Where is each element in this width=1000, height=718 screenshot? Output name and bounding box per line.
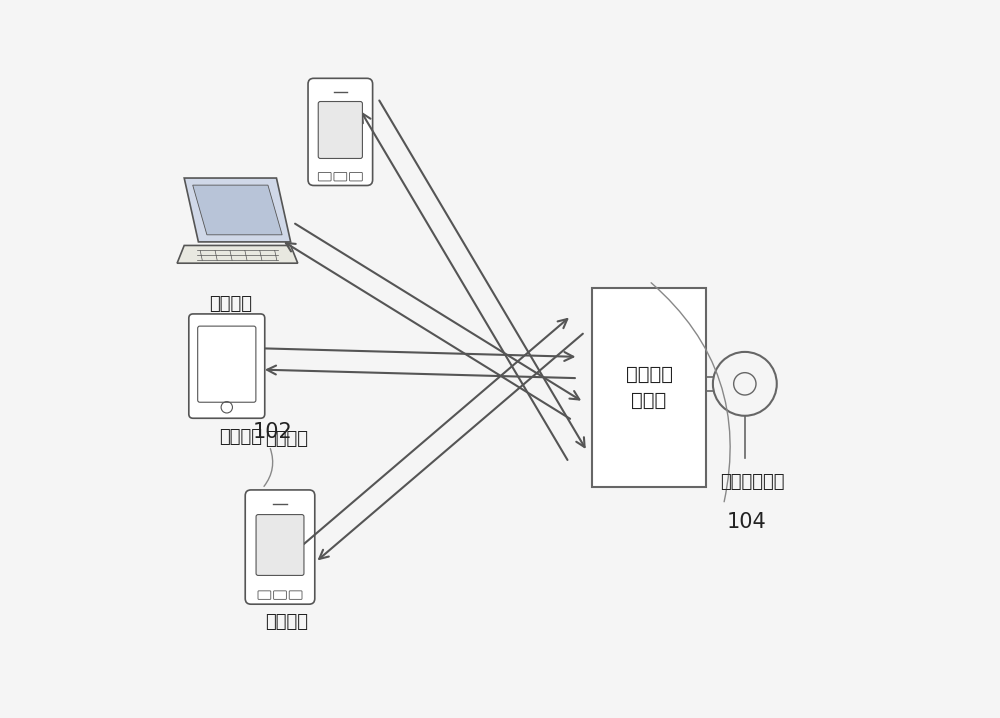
FancyBboxPatch shape — [245, 490, 315, 604]
FancyBboxPatch shape — [334, 172, 347, 181]
FancyBboxPatch shape — [318, 172, 331, 181]
FancyBboxPatch shape — [189, 314, 265, 419]
Polygon shape — [177, 246, 298, 264]
FancyBboxPatch shape — [198, 326, 256, 402]
FancyBboxPatch shape — [308, 78, 373, 185]
Text: 用户终端: 用户终端 — [209, 295, 252, 313]
Text: 用户终端: 用户终端 — [266, 429, 309, 448]
Text: 102: 102 — [253, 422, 293, 442]
FancyBboxPatch shape — [289, 591, 302, 600]
FancyBboxPatch shape — [318, 101, 362, 159]
Text: 用户终端: 用户终端 — [266, 612, 309, 630]
Text: 104: 104 — [727, 512, 767, 532]
Polygon shape — [184, 178, 291, 242]
FancyBboxPatch shape — [258, 591, 271, 600]
FancyBboxPatch shape — [274, 591, 286, 600]
Polygon shape — [193, 185, 282, 235]
FancyBboxPatch shape — [256, 515, 304, 575]
Text: 电视信号接口: 电视信号接口 — [720, 472, 784, 490]
FancyBboxPatch shape — [350, 172, 362, 181]
FancyBboxPatch shape — [592, 288, 706, 487]
Text: 用户终端: 用户终端 — [219, 428, 262, 446]
Text: 电视信号
处理器: 电视信号 处理器 — [626, 365, 673, 410]
